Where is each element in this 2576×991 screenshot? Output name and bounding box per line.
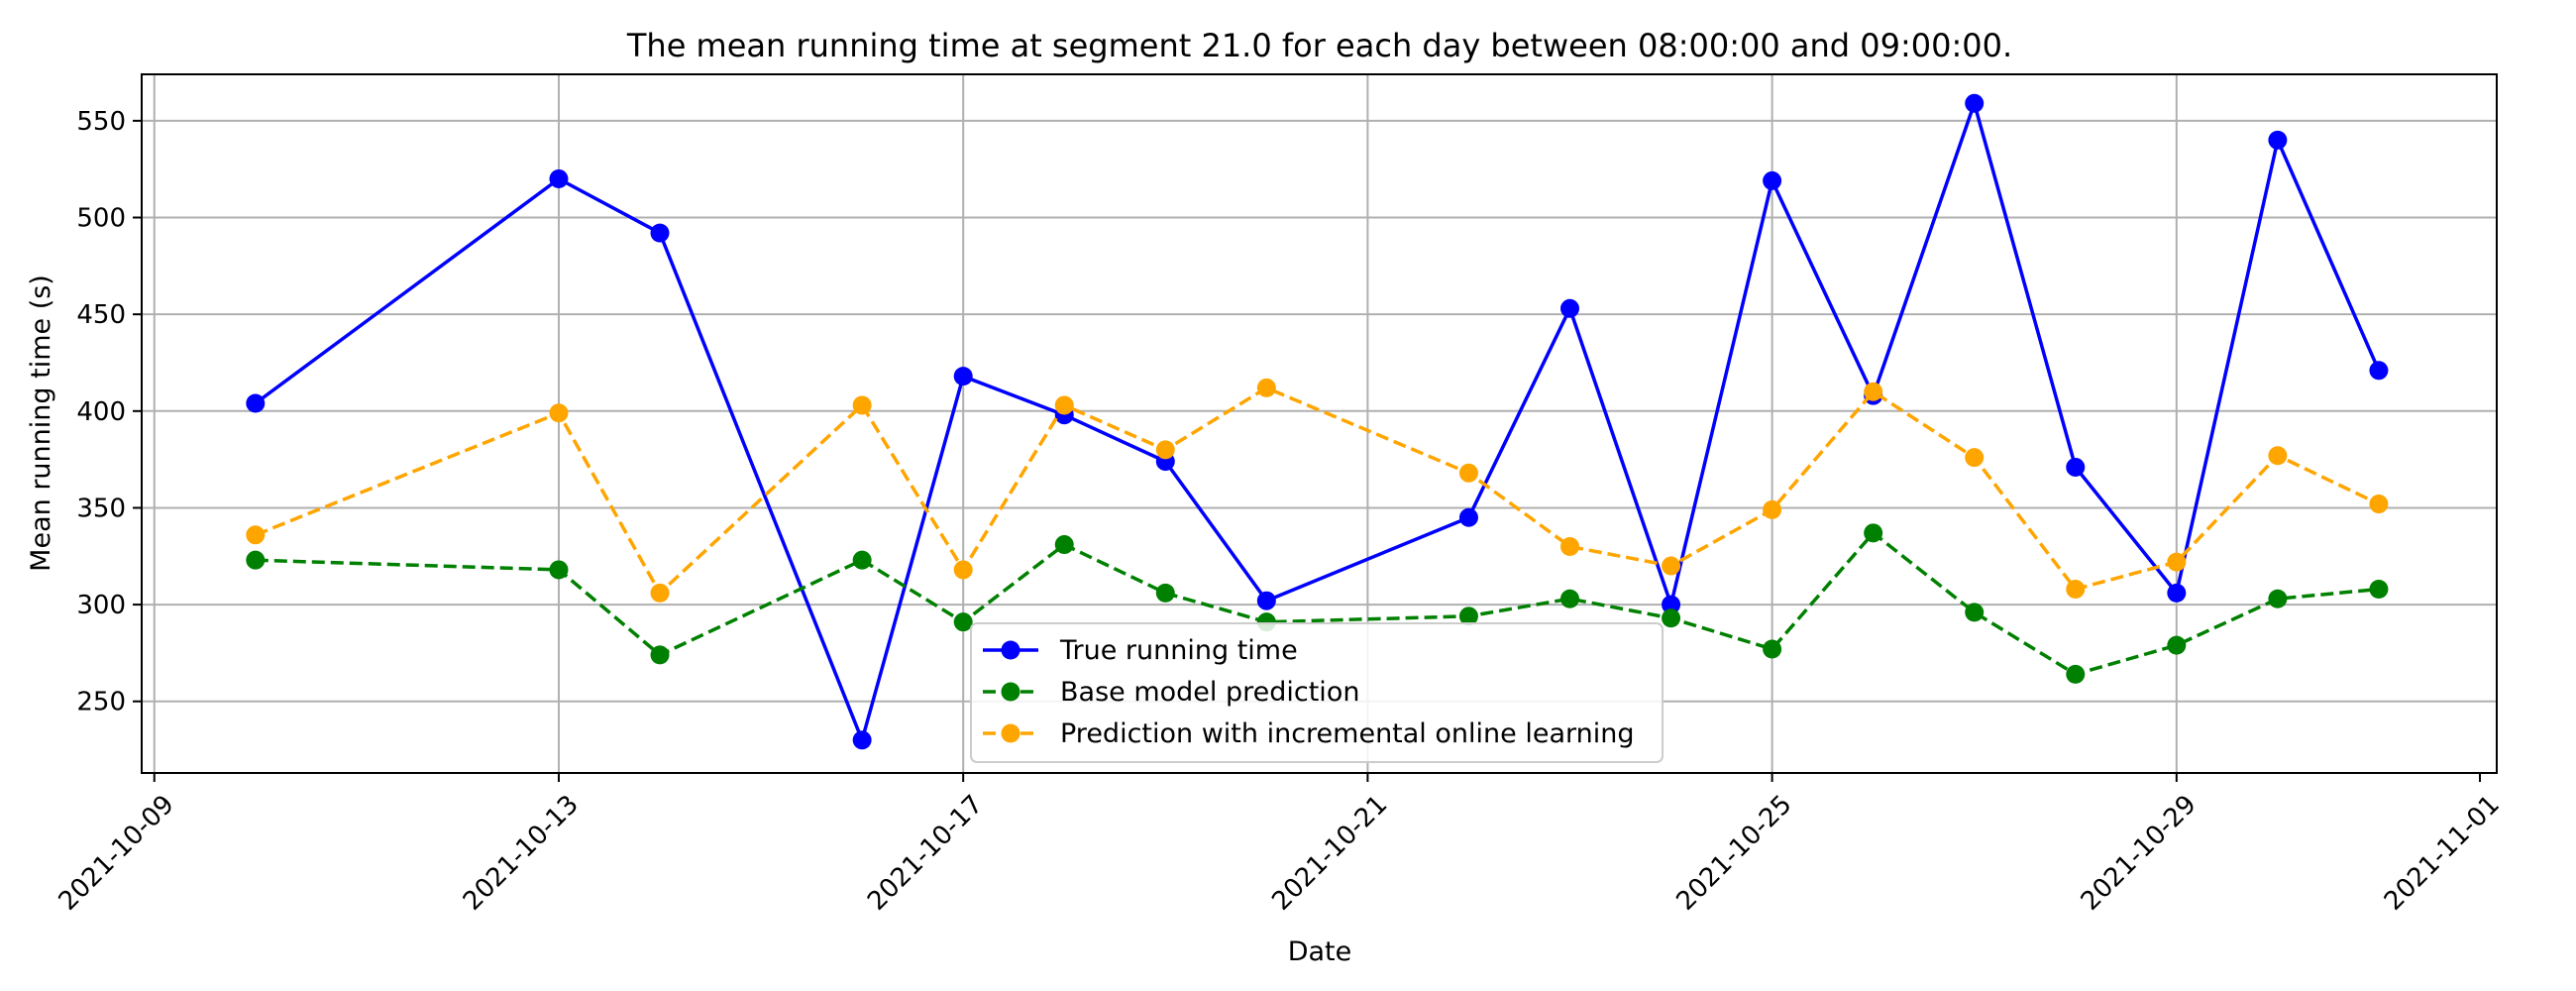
legend-label: Prediction with incremental online learn… <box>1060 718 1635 749</box>
data-point <box>1256 378 1276 397</box>
data-point <box>2066 664 2086 684</box>
series-2 <box>246 523 2389 684</box>
x-tick-label: 2021-10-25 <box>1671 790 1798 917</box>
x-tick-label: 2021-10-17 <box>862 790 989 917</box>
series-3 <box>246 378 2389 603</box>
data-point <box>549 560 569 580</box>
y-tick-label: 350 <box>76 494 126 523</box>
data-point <box>2369 361 2389 381</box>
data-point <box>2167 635 2187 655</box>
data-point <box>2268 130 2288 150</box>
data-point <box>1560 298 1580 318</box>
data-point <box>953 560 973 580</box>
data-point <box>852 550 872 570</box>
data-point <box>2268 446 2288 466</box>
data-point <box>2369 495 2389 514</box>
data-point <box>1662 556 1681 576</box>
legend-item: Prediction with incremental online learn… <box>983 718 1635 749</box>
series-line <box>255 531 2380 677</box>
y-tick-label: 400 <box>76 397 126 427</box>
data-point <box>852 395 872 415</box>
data-point <box>650 583 670 603</box>
y-tick-label: 250 <box>76 688 126 717</box>
data-point <box>1458 606 1478 626</box>
legend-box <box>970 622 1664 763</box>
data-point <box>549 168 569 188</box>
legend-label: True running time <box>1059 635 1298 666</box>
data-point <box>1965 603 1985 622</box>
data-point <box>953 612 973 632</box>
data-point <box>650 223 670 243</box>
data-point <box>2066 457 2086 477</box>
y-tick-label: 550 <box>76 107 126 137</box>
legend-item: True running time <box>983 635 1298 666</box>
data-point <box>1965 93 1985 113</box>
data-point <box>2167 552 2187 572</box>
data-point <box>1054 535 1074 555</box>
data-point <box>1965 448 1985 468</box>
data-point <box>1560 589 1580 608</box>
data-point <box>1763 170 1782 190</box>
data-point <box>1458 507 1478 527</box>
series-line <box>254 101 2381 742</box>
y-axis-label: Mean running time (s) <box>26 275 56 572</box>
data-point <box>2167 583 2187 603</box>
data-point <box>246 393 266 413</box>
data-point <box>246 550 266 570</box>
legend-marker <box>1001 682 1020 702</box>
series-line <box>255 385 2380 596</box>
data-point <box>650 645 670 665</box>
data-point <box>852 730 872 750</box>
y-axis: 250 300 350 400 450 500 550 <box>76 107 142 717</box>
data-point <box>2369 579 2389 599</box>
grid-lines <box>142 74 2497 773</box>
legend-marker <box>1001 640 1020 660</box>
data-point <box>1155 440 1175 460</box>
data-point <box>2066 579 2086 599</box>
legend-item: Base model prediction <box>983 677 1359 708</box>
data-point <box>1864 523 1883 543</box>
y-tick-label: 500 <box>76 204 126 234</box>
data-point <box>1763 639 1782 659</box>
legend-label: Base model prediction <box>1060 677 1359 708</box>
data-point <box>1763 499 1782 519</box>
data-point <box>246 525 266 545</box>
data-point <box>1458 463 1478 483</box>
x-tick-label: 2021-10-21 <box>1266 790 1393 917</box>
x-tick-label: 2021-10-29 <box>2076 790 2202 917</box>
x-tick-label: 2021-10-13 <box>458 790 585 917</box>
data-point <box>2268 589 2288 608</box>
legend: True running time Base model prediction Pr… <box>970 622 1664 763</box>
data-point <box>549 403 569 423</box>
data-point <box>953 367 973 386</box>
y-tick-label: 300 <box>76 591 126 620</box>
data-point <box>1054 395 1074 415</box>
plot-frame <box>141 73 2498 774</box>
legend-marker <box>1001 723 1020 743</box>
data-point <box>1662 595 1681 614</box>
x-tick-label: 2021-10-09 <box>54 790 180 917</box>
x-axis: 2021-10-09 2021-10-13 2021-10-17 2021-10-21… <box>54 773 2506 917</box>
x-tick-label: 2021-11-01 <box>2379 790 2506 917</box>
data-point <box>1256 591 1276 610</box>
y-tick-label: 450 <box>76 300 126 330</box>
data-point <box>1560 537 1580 557</box>
data-point <box>1864 382 1883 401</box>
series-layer <box>246 93 2389 750</box>
data-point <box>1155 583 1175 603</box>
chart-title: The mean running time at segment 21.0 fo… <box>626 27 2012 64</box>
x-axis-label: Date <box>1288 936 1352 967</box>
data-point <box>1662 608 1681 628</box>
